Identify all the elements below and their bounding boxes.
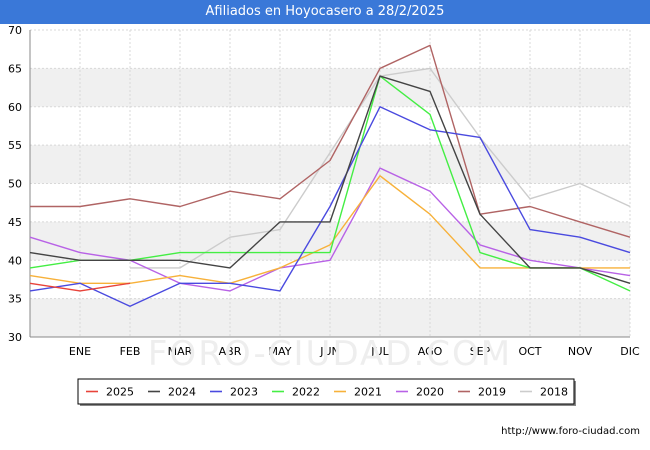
y-tick-label: 35 — [8, 293, 22, 306]
legend-label-2018: 2018 — [540, 386, 568, 399]
x-tick-label: JUL — [370, 345, 389, 358]
x-tick-label: NOV — [568, 345, 593, 358]
y-tick-label: 65 — [8, 62, 22, 75]
x-tick-label: ENE — [69, 345, 91, 358]
legend-label-2024: 2024 — [168, 386, 196, 399]
series-line-2019 — [30, 44, 631, 238]
x-tick-label: JUN — [319, 345, 340, 358]
legend-label-2023: 2023 — [230, 386, 258, 399]
y-tick-label: 40 — [8, 254, 22, 267]
watermark: FORO-CIUDAD.COM — [148, 334, 512, 374]
legend-label-2020: 2020 — [416, 386, 444, 399]
legend-label-2022: 2022 — [292, 386, 320, 399]
x-tick-label: AGO — [418, 345, 443, 358]
x-tick-label: FEB — [120, 345, 141, 358]
series-line-2023 — [29, 106, 631, 307]
y-tick-label: 30 — [8, 331, 22, 344]
x-tick-label: SEP — [470, 345, 491, 358]
x-tick-label: DIC — [620, 345, 640, 358]
series-line-2025 — [29, 282, 131, 292]
y-tick-label: 70 — [8, 24, 22, 37]
x-tick-label: MAY — [269, 345, 292, 358]
chart-title: Afiliados en Hoyocasero a 28/2/2025 — [205, 4, 445, 19]
x-tick-label: ABR — [219, 345, 242, 358]
legend-label-2019: 2019 — [478, 386, 506, 399]
y-tick-label: 50 — [8, 178, 22, 191]
legend — [77, 378, 575, 405]
legend-label-2021: 2021 — [354, 386, 382, 399]
legend-label-2025: 2025 — [106, 386, 134, 399]
y-tick-label: 45 — [8, 216, 22, 229]
source-url: http://www.foro-ciudad.com — [501, 426, 640, 437]
x-tick-label: OCT — [518, 345, 541, 358]
x-tick-label: MAR — [168, 345, 193, 358]
y-tick-label: 60 — [8, 101, 22, 114]
y-tick-label: 55 — [8, 139, 22, 152]
title-bar — [0, 0, 650, 24]
series-line-2024 — [29, 75, 631, 284]
